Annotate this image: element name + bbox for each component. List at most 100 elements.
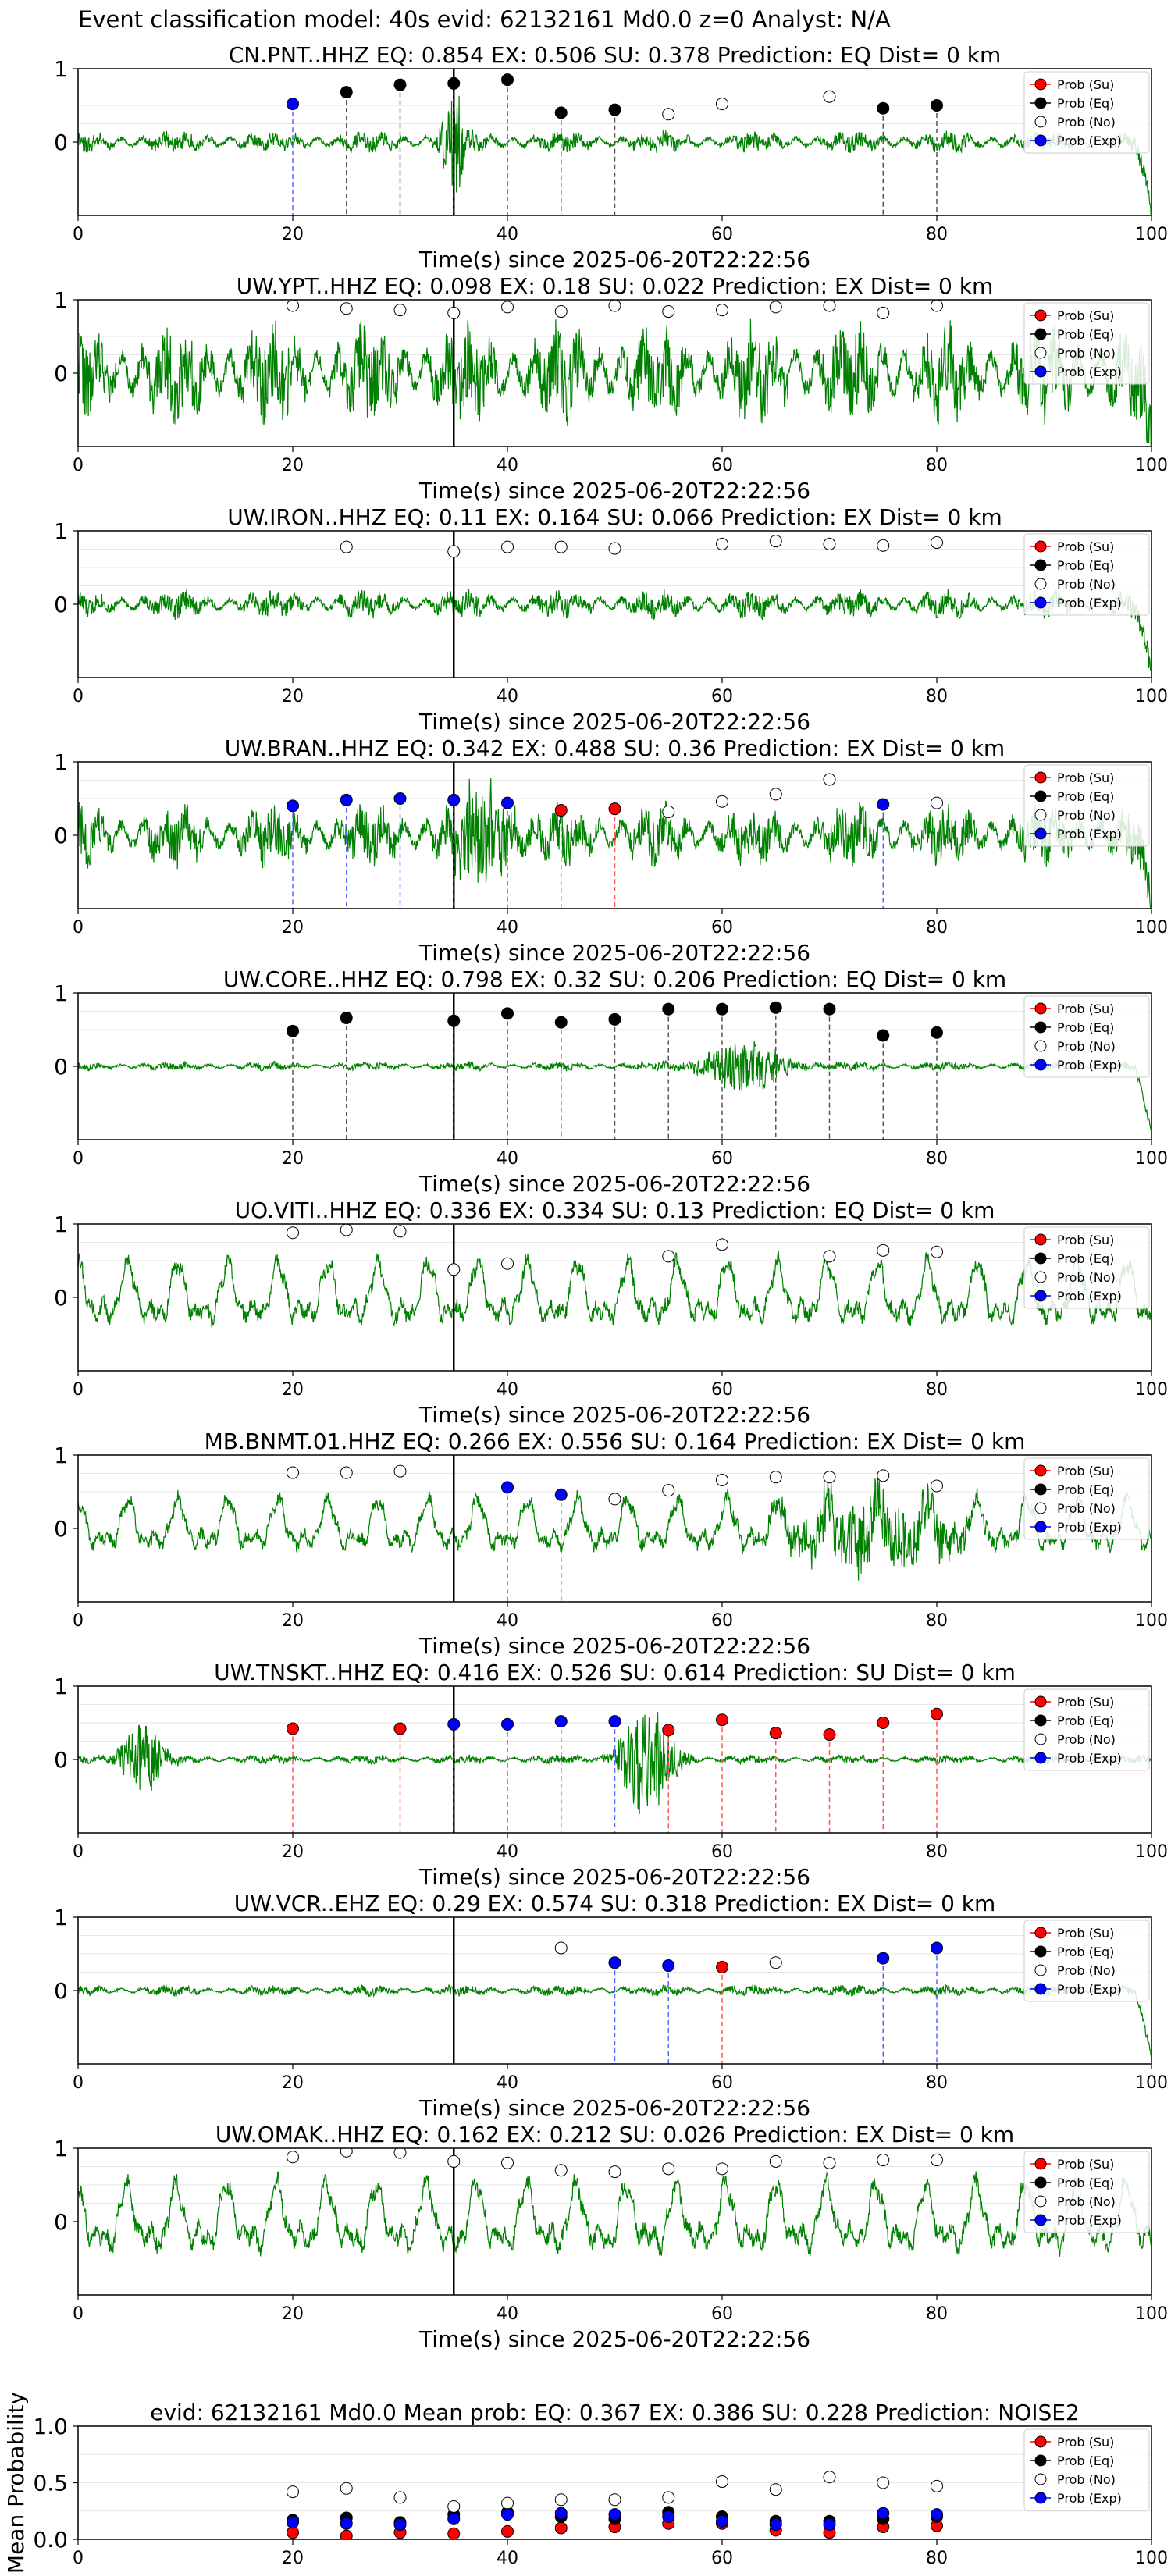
x-tick-label: 60: [711, 1149, 733, 1169]
x-tick-label: 60: [711, 456, 733, 475]
legend: Prob (Su) Prob (Eq) Prob (No) Prob (Exp): [1023, 1457, 1150, 1540]
legend-box: [1023, 533, 1150, 616]
x-tick-label: 0: [73, 2549, 84, 2568]
prob-marker-no: [340, 1466, 353, 1479]
prob-marker-su: [287, 1722, 299, 1735]
mean-marker-exp: [716, 2514, 728, 2528]
prob-marker-exp: [931, 1941, 943, 1955]
legend-marker: [1034, 2158, 1047, 2170]
prob-marker-eq: [877, 101, 890, 115]
prob-marker-su: [554, 804, 568, 817]
waveform-trace: [78, 2171, 1151, 2257]
mean-marker-no: [769, 2483, 782, 2496]
y-tick-label: 1: [54, 2136, 68, 2161]
legend-marker: [1034, 2214, 1047, 2226]
y-axis-label: Mean Probability: [3, 2392, 29, 2574]
subplot-title: evid: 62132161 Md0.0 Mean prob: EQ: 0.36…: [150, 2400, 1080, 2425]
prob-marker-exp: [393, 792, 407, 805]
legend-label: Prob (No): [1057, 1039, 1116, 1054]
x-tick-label: 100: [1135, 1380, 1168, 1400]
legend-label: Prob (Exp): [1057, 133, 1122, 148]
x-axis-label: Time(s) since 2025-06-20T22:22:56: [418, 1633, 810, 1659]
y-tick-label: 0: [54, 1747, 68, 1773]
x-tick-label: 60: [711, 2304, 733, 2324]
x-tick-label: 40: [497, 1149, 518, 1169]
x-tick-label: 40: [497, 1380, 518, 1400]
plot-area: [78, 1224, 1151, 1371]
prob-marker-exp: [287, 799, 299, 813]
subplot-title: UW.CORE..HHZ EQ: 0.798 EX: 0.32 SU: 0.20…: [223, 966, 1006, 992]
legend-label: Prob (Su): [1057, 1233, 1114, 1247]
legend-marker: [1034, 1483, 1047, 1496]
prob-marker-exp: [877, 798, 890, 811]
legend-marker: [1034, 1002, 1047, 1015]
x-tick-label: 20: [282, 1611, 304, 1631]
waveform-trace: [78, 1472, 1151, 1581]
x-tick-label: 20: [282, 1380, 304, 1400]
prob-marker-no: [501, 301, 514, 314]
legend-marker: [1034, 134, 1047, 147]
legend-marker: [1034, 1502, 1047, 1514]
x-tick-label: 0: [73, 225, 84, 244]
legend-marker: [1034, 1059, 1047, 1071]
y-tick-label: 0: [54, 130, 68, 155]
prob-marker-no: [931, 300, 943, 312]
legend-label: Prob (No): [1057, 1501, 1116, 1516]
legend-marker: [1034, 1752, 1047, 1764]
prob-marker-no: [877, 2154, 890, 2167]
legend-label: Prob (Exp): [1057, 596, 1122, 610]
legend-marker: [1034, 2454, 1047, 2467]
legend-marker: [1034, 827, 1047, 840]
legend-label: Prob (Su): [1057, 1695, 1114, 1710]
legend-label: Prob (Exp): [1057, 1289, 1122, 1304]
prob-marker-eq: [393, 78, 407, 91]
plot-area: [78, 1686, 1151, 1833]
x-tick-label: 60: [711, 2549, 733, 2568]
prob-marker-no: [716, 537, 728, 550]
prob-marker-no: [554, 305, 568, 318]
legend-label: Prob (No): [1057, 2194, 1116, 2209]
mean-marker-no: [287, 2485, 299, 2499]
x-tick-label: 80: [926, 1611, 948, 1631]
prob-marker-su: [769, 1727, 782, 1740]
legend: Prob (Su) Prob (Eq) Prob (No) Prob (Exp): [1023, 1688, 1150, 1771]
x-tick-label: 0: [73, 1611, 84, 1631]
x-axis-label: Time(s) since 2025-06-20T22:22:56: [418, 1402, 810, 1428]
x-tick-label: 80: [926, 1380, 948, 1400]
subplot-8: 0 20 40 60 80 100 0 1 UW.TNSKT..HHZ EQ: 0.416 EX…: [54, 1660, 1168, 1890]
prob-marker-no: [393, 1225, 407, 1238]
prob-marker-no: [769, 2154, 782, 2168]
x-tick-label: 60: [711, 687, 733, 706]
x-tick-label: 100: [1135, 687, 1168, 706]
prob-marker-exp: [501, 796, 514, 809]
subplot-title: UW.TNSKT..HHZ EQ: 0.416 EX: 0.526 SU: 0.…: [214, 1660, 1016, 1685]
x-tick-label: 0: [73, 1380, 84, 1400]
y-tick-label: 0: [54, 361, 68, 386]
subplot-title: MB.BNMT.01.HHZ EQ: 0.266 EX: 0.556 SU: 0…: [205, 1429, 1026, 1454]
prob-marker-no: [554, 540, 568, 553]
x-tick-label: 100: [1135, 2073, 1168, 2093]
plot-area: [78, 993, 1151, 1140]
legend: Prob (Su) Prob (Eq) Prob (No) Prob (Exp): [1023, 2428, 1150, 2511]
legend-marker: [1034, 1695, 1047, 1708]
prob-marker-no: [877, 1469, 890, 1482]
plot-area: [78, 300, 1151, 447]
legend-marker: [1034, 328, 1047, 340]
prob-marker-no: [823, 537, 836, 550]
prob-marker-no: [877, 539, 890, 552]
legend-marker: [1034, 596, 1047, 609]
legend-label: Prob (Eq): [1057, 1251, 1114, 1266]
prob-marker-eq: [823, 1002, 836, 1016]
prob-marker-no: [662, 805, 675, 818]
legend-label: Prob (No): [1057, 115, 1116, 130]
x-tick-label: 40: [497, 687, 518, 706]
legend-label: Prob (Su): [1057, 77, 1114, 92]
prob-marker-no: [501, 540, 514, 553]
axes-frame: [77, 1223, 1152, 1372]
legend-marker: [1034, 559, 1047, 571]
legend-box: [1023, 764, 1150, 847]
x-tick-label: 20: [282, 1149, 304, 1169]
x-tick-label: 0: [73, 456, 84, 475]
prob-marker-no: [393, 2148, 407, 2159]
prob-marker-no: [287, 300, 299, 312]
